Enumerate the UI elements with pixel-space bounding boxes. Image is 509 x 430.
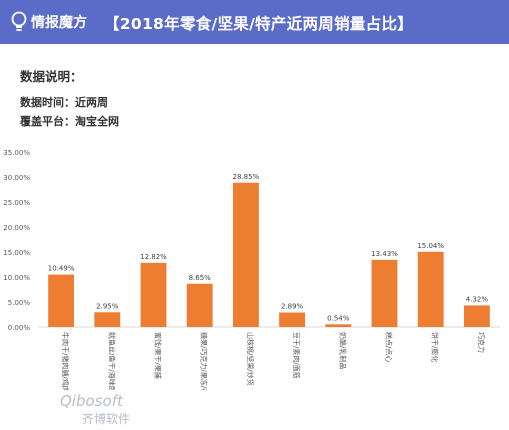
data-label: 4.32%: [466, 295, 489, 303]
y-tick-label: 15.00%: [3, 249, 30, 257]
data-label: 2.89%: [281, 303, 304, 311]
x-tick-label: 糕点/点心: [385, 332, 394, 362]
data-label: 13.43%: [371, 250, 398, 258]
bar: [94, 312, 121, 327]
info-data-time: 数据时间：近两周: [20, 96, 108, 109]
watermark-subtext: 齐博软件: [82, 412, 131, 426]
logo-text: 情报魔方: [31, 15, 87, 31]
bar: [48, 274, 75, 327]
bar: [463, 305, 490, 327]
data-label: 2.95%: [96, 302, 119, 310]
x-tick-label: 糖果/巧克力/果冻/布丁: [200, 332, 209, 390]
data-label: 8.65%: [189, 274, 212, 282]
info-heading: 数据说明：: [20, 69, 83, 84]
y-tick-label: 0.00%: [8, 324, 31, 332]
bar: [279, 312, 306, 327]
logo: 情报魔方: [10, 6, 87, 38]
bar: [371, 259, 398, 327]
info-platform: 覆盖平台：淘宝全网: [20, 115, 119, 128]
bar: [232, 182, 259, 327]
bar: [140, 262, 167, 327]
x-tick-label: 饼干/膨化: [431, 332, 440, 362]
bar-chart: 0.00% 5.00% 10.00% 15.00% 20.00% 25.00% 30.00%…: [3, 149, 500, 390]
x-tick-label: 山核桃/坚果/炒货: [246, 332, 255, 386]
header-bar: 情报魔方 【2018年零食/坚果/特产近两周销量占比】: [0, 0, 509, 44]
x-tick-label: 鱿鱼丝/鱼干/海味即食: [107, 332, 116, 390]
bar: [417, 251, 444, 327]
y-tick-label: 20.00%: [3, 224, 30, 232]
x-tick-label: 豆干/素肉/面筋: [292, 332, 301, 379]
x-tick-label: 牛肉干/猪肉脯/鸡肉脯: [61, 332, 70, 390]
x-tick-label: 奶酪/乳制品: [338, 332, 347, 369]
y-tick-label: 25.00%: [3, 199, 30, 207]
y-tick-label: 35.00%: [3, 149, 30, 157]
data-label: 10.49%: [48, 265, 75, 273]
y-tick-label: 10.00%: [3, 274, 30, 282]
bar: [325, 324, 352, 327]
page-title: 【2018年零食/坚果/特产近两周销量占比】: [104, 15, 414, 33]
x-tick-label: 蜜饯/果干/果脯: [154, 332, 163, 379]
x-tick-label: 巧克力: [477, 332, 486, 353]
data-label: 28.85%: [233, 173, 260, 181]
watermark-logo: Qibosoft: [60, 392, 123, 410]
y-tick-label: 5.00%: [8, 299, 31, 307]
data-label: 0.54%: [327, 314, 350, 322]
data-label: 15.04%: [417, 242, 444, 250]
data-label: 12.82%: [140, 253, 167, 261]
lightbulb-icon: [11, 11, 27, 31]
bar: [186, 283, 213, 327]
y-tick-label: 30.00%: [3, 174, 30, 182]
